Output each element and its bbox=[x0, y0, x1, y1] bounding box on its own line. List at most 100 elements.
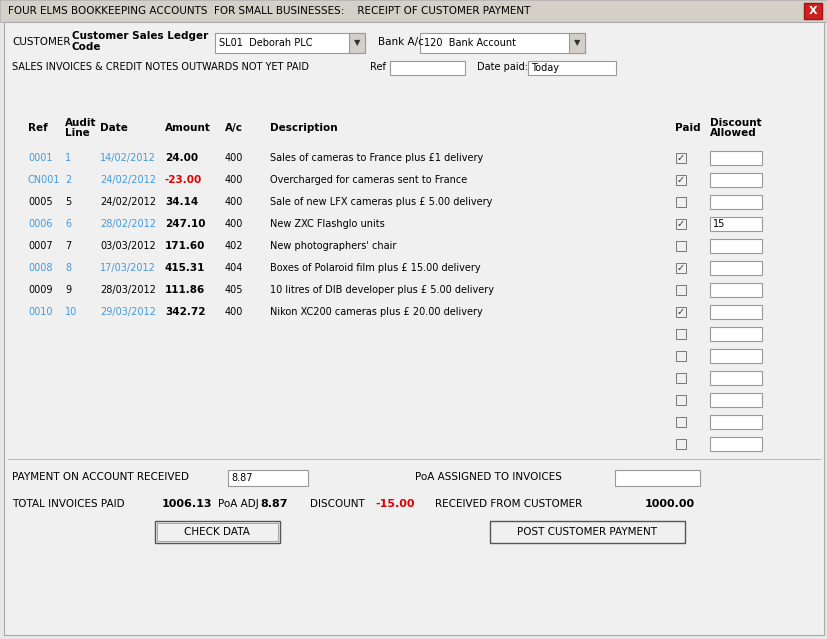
Text: 2: 2 bbox=[65, 175, 71, 185]
Text: Ref: Ref bbox=[28, 123, 48, 133]
Text: 1: 1 bbox=[65, 153, 71, 163]
Text: ✓: ✓ bbox=[676, 175, 684, 185]
Text: New photographers' chair: New photographers' chair bbox=[270, 241, 396, 251]
Text: 24/02/2012: 24/02/2012 bbox=[100, 175, 155, 185]
Text: 6: 6 bbox=[65, 219, 71, 229]
Text: Bank A/c: Bank A/c bbox=[378, 37, 423, 47]
Bar bbox=[419, 33, 585, 53]
Text: 111.86: 111.86 bbox=[165, 285, 205, 295]
Text: Nikon XC200 cameras plus £ 20.00 delivery: Nikon XC200 cameras plus £ 20.00 deliver… bbox=[270, 307, 482, 317]
Text: 28/03/2012: 28/03/2012 bbox=[100, 285, 155, 295]
Text: 34.14: 34.14 bbox=[165, 197, 198, 207]
Bar bbox=[709, 327, 761, 341]
Bar bbox=[675, 439, 686, 449]
Bar bbox=[215, 33, 365, 53]
Text: 17/03/2012: 17/03/2012 bbox=[100, 263, 155, 273]
Text: PoA ADJ: PoA ADJ bbox=[218, 499, 258, 509]
Bar bbox=[709, 283, 761, 297]
Text: 8: 8 bbox=[65, 263, 71, 273]
Text: 5: 5 bbox=[65, 197, 71, 207]
Bar bbox=[709, 261, 761, 275]
Text: 0005: 0005 bbox=[28, 197, 53, 207]
Text: Today: Today bbox=[530, 63, 558, 73]
Text: 400: 400 bbox=[225, 197, 243, 207]
Text: 400: 400 bbox=[225, 307, 243, 317]
Text: ▼: ▼ bbox=[353, 38, 360, 47]
Text: TOTAL INVOICES PAID: TOTAL INVOICES PAID bbox=[12, 499, 125, 509]
Text: 29/03/2012: 29/03/2012 bbox=[100, 307, 155, 317]
Text: DISCOUNT: DISCOUNT bbox=[309, 499, 365, 509]
Text: 1000.00: 1000.00 bbox=[644, 499, 695, 509]
Text: 10: 10 bbox=[65, 307, 77, 317]
Bar bbox=[675, 285, 686, 295]
Text: ✓: ✓ bbox=[676, 153, 684, 163]
Bar bbox=[675, 307, 686, 317]
Bar bbox=[675, 329, 686, 339]
Text: 28/02/2012: 28/02/2012 bbox=[100, 219, 155, 229]
Text: 7: 7 bbox=[65, 241, 71, 251]
Text: Audit: Audit bbox=[65, 118, 97, 128]
Text: 10 litres of DIB developer plus £ 5.00 delivery: 10 litres of DIB developer plus £ 5.00 d… bbox=[270, 285, 494, 295]
Text: Code: Code bbox=[72, 42, 102, 52]
Bar bbox=[528, 61, 615, 75]
Bar bbox=[709, 195, 761, 209]
Text: CHECK DATA: CHECK DATA bbox=[184, 527, 250, 537]
Bar bbox=[675, 263, 686, 273]
Text: 14/02/2012: 14/02/2012 bbox=[100, 153, 155, 163]
Text: 0007: 0007 bbox=[28, 241, 53, 251]
Bar bbox=[675, 241, 686, 251]
Bar bbox=[675, 197, 686, 207]
Bar bbox=[614, 470, 699, 486]
Text: Ref: Ref bbox=[370, 62, 385, 72]
Text: 415.31: 415.31 bbox=[165, 263, 205, 273]
Text: PAYMENT ON ACCOUNT RECEIVED: PAYMENT ON ACCOUNT RECEIVED bbox=[12, 472, 189, 482]
Bar bbox=[709, 371, 761, 385]
Bar bbox=[675, 351, 686, 361]
Text: Line: Line bbox=[65, 128, 89, 138]
Bar bbox=[157, 523, 278, 541]
Text: Sale of new LFX cameras plus £ 5.00 delivery: Sale of new LFX cameras plus £ 5.00 deli… bbox=[270, 197, 492, 207]
Text: 0008: 0008 bbox=[28, 263, 52, 273]
Bar bbox=[709, 173, 761, 187]
Text: 400: 400 bbox=[225, 175, 243, 185]
Text: Discount: Discount bbox=[709, 118, 761, 128]
Text: 8.87: 8.87 bbox=[260, 499, 287, 509]
Text: PoA ASSIGNED TO INVOICES: PoA ASSIGNED TO INVOICES bbox=[414, 472, 562, 482]
Text: FOUR ELMS BOOKKEEPING ACCOUNTS  FOR SMALL BUSINESSES:    RECEIPT OF CUSTOMER PAY: FOUR ELMS BOOKKEEPING ACCOUNTS FOR SMALL… bbox=[8, 6, 530, 16]
Bar bbox=[490, 521, 684, 543]
Text: 400: 400 bbox=[225, 219, 243, 229]
Text: 247.10: 247.10 bbox=[165, 219, 205, 229]
Text: Date paid:: Date paid: bbox=[476, 62, 528, 72]
Text: ▼: ▼ bbox=[573, 38, 580, 47]
Text: CUSTOMER: CUSTOMER bbox=[12, 37, 70, 47]
Text: 405: 405 bbox=[225, 285, 243, 295]
Text: X: X bbox=[808, 6, 816, 16]
Bar bbox=[709, 437, 761, 451]
Bar bbox=[709, 393, 761, 407]
Bar bbox=[803, 3, 821, 19]
Text: Sales of cameras to France plus £1 delivery: Sales of cameras to France plus £1 deliv… bbox=[270, 153, 483, 163]
Text: 24/02/2012: 24/02/2012 bbox=[100, 197, 155, 207]
Text: 0010: 0010 bbox=[28, 307, 52, 317]
Text: ✓: ✓ bbox=[676, 307, 684, 317]
Bar bbox=[348, 33, 365, 53]
Text: 1006.13: 1006.13 bbox=[162, 499, 213, 509]
Text: 402: 402 bbox=[225, 241, 243, 251]
Text: Amount: Amount bbox=[165, 123, 211, 133]
Bar bbox=[709, 151, 761, 165]
Text: POST CUSTOMER PAYMENT: POST CUSTOMER PAYMENT bbox=[516, 527, 656, 537]
Bar bbox=[709, 415, 761, 429]
Text: 120  Bank Account: 120 Bank Account bbox=[423, 38, 515, 48]
Text: RECEIVED FROM CUSTOMER: RECEIVED FROM CUSTOMER bbox=[434, 499, 581, 509]
Text: Date: Date bbox=[100, 123, 127, 133]
Bar bbox=[709, 217, 761, 231]
Text: SALES INVOICES & CREDIT NOTES OUTWARDS NOT YET PAID: SALES INVOICES & CREDIT NOTES OUTWARDS N… bbox=[12, 62, 308, 72]
Bar bbox=[227, 470, 308, 486]
Text: 9: 9 bbox=[65, 285, 71, 295]
Text: 24.00: 24.00 bbox=[165, 153, 198, 163]
Text: Allowed: Allowed bbox=[709, 128, 756, 138]
Bar bbox=[675, 175, 686, 185]
Text: 342.72: 342.72 bbox=[165, 307, 205, 317]
Bar bbox=[709, 239, 761, 253]
Text: 0006: 0006 bbox=[28, 219, 52, 229]
